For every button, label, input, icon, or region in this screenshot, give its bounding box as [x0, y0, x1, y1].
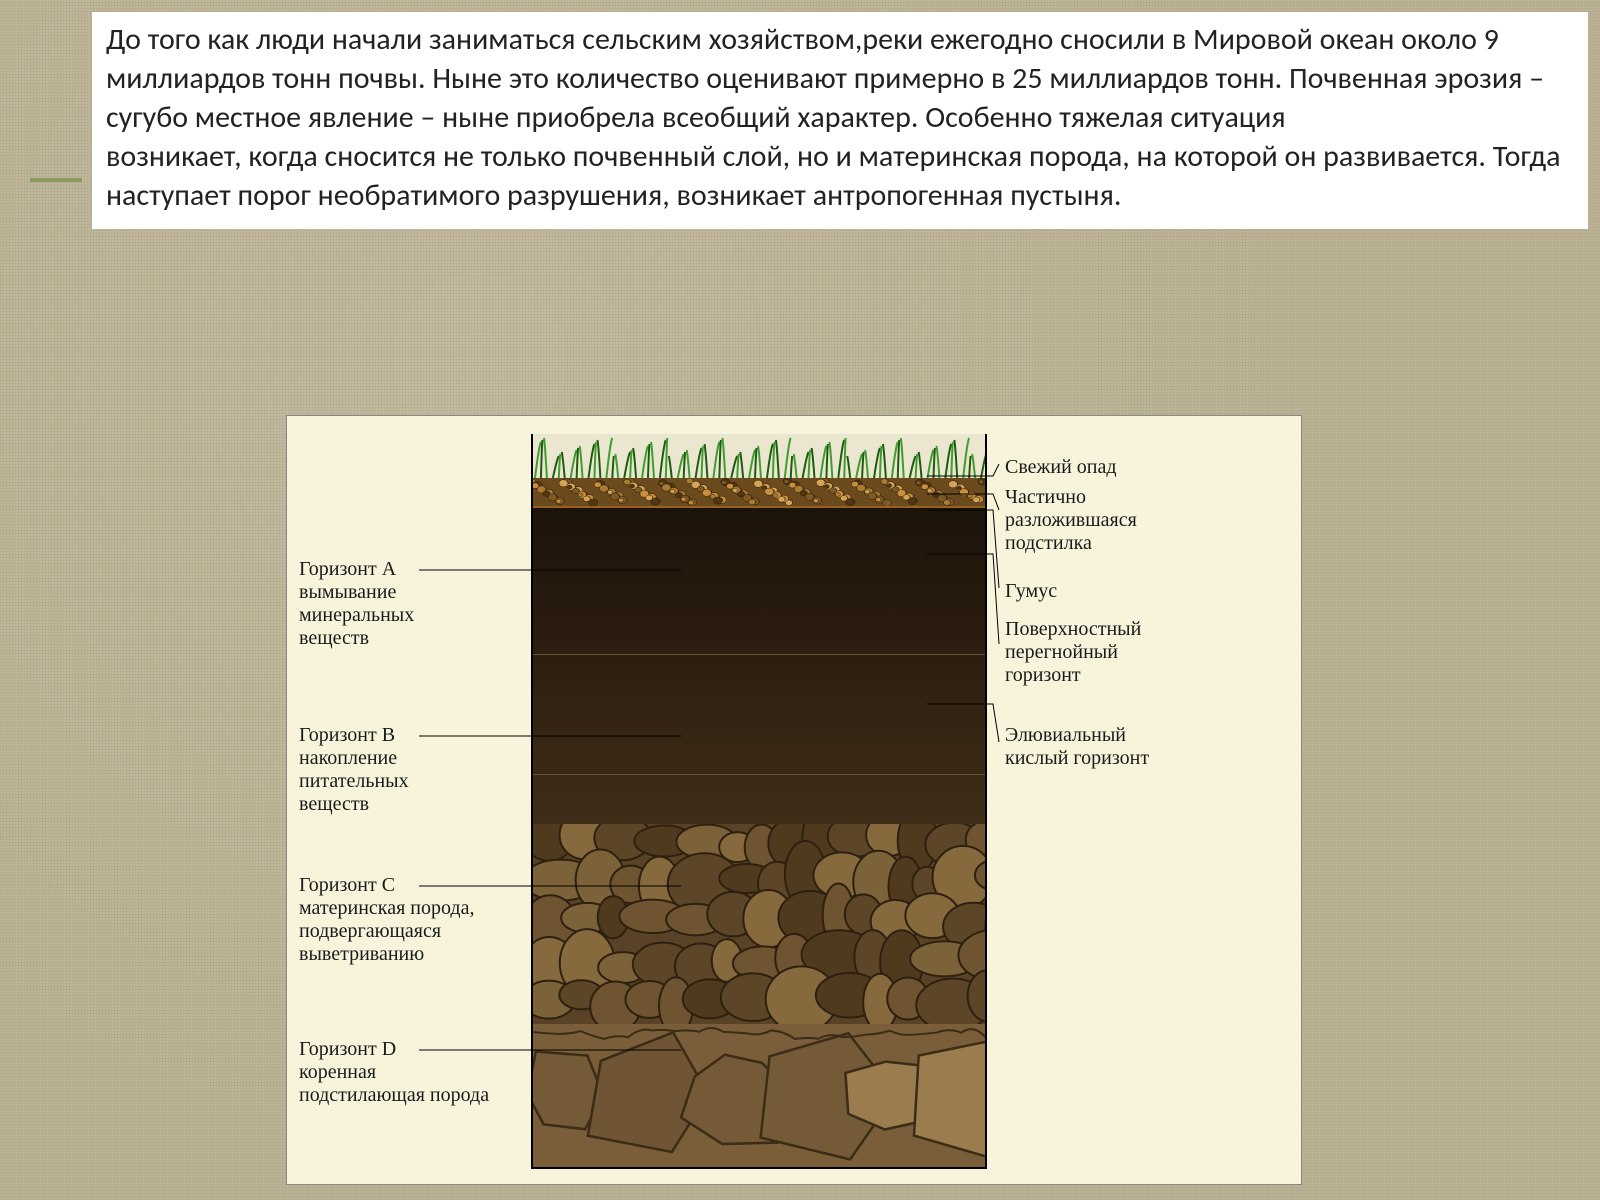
label-surface-humus-horizon: Поверхностныйперегнойныйгоризонт: [1005, 618, 1295, 687]
label-eluvial-horizon: Элювиальныйкислый горизонт: [1005, 724, 1295, 770]
label-humus: Гумус: [1005, 580, 1295, 603]
body-text: До того как люди начали заниматься сельс…: [106, 21, 1560, 214]
label-horizon-b: Горизонт Bнакоплениепитательныхвеществ: [299, 724, 524, 816]
label-part-decomposed: Частичноразложившаясяподстилка: [1005, 486, 1295, 555]
grass-layer: [533, 434, 985, 478]
label-horizon-a: Горизонт Aвымываниеминеральныхвеществ: [299, 558, 524, 650]
label-horizon-c: Горизонт Cматеринская порода,подвергающа…: [299, 874, 524, 966]
litter-layer: [533, 478, 985, 506]
horizon-b-divider: [533, 774, 985, 775]
horizon-d-layer: [533, 1024, 985, 1169]
label-fresh-litter: Свежий опад: [1005, 456, 1295, 479]
dark-soil-layer: [533, 508, 985, 824]
accent-bar: [30, 178, 82, 182]
body-text-box: До того как люди начали заниматься сельс…: [92, 12, 1588, 229]
soil-profile-diagram: Горизонт Aвымываниеминеральныхвеществ Гор…: [286, 415, 1302, 1185]
label-horizon-d: Горизонт Dкореннаяподстилающая порода: [299, 1038, 524, 1107]
horizon-a-divider: [533, 654, 985, 655]
soil-column: [531, 434, 987, 1169]
horizon-c-layer: [533, 824, 985, 1024]
